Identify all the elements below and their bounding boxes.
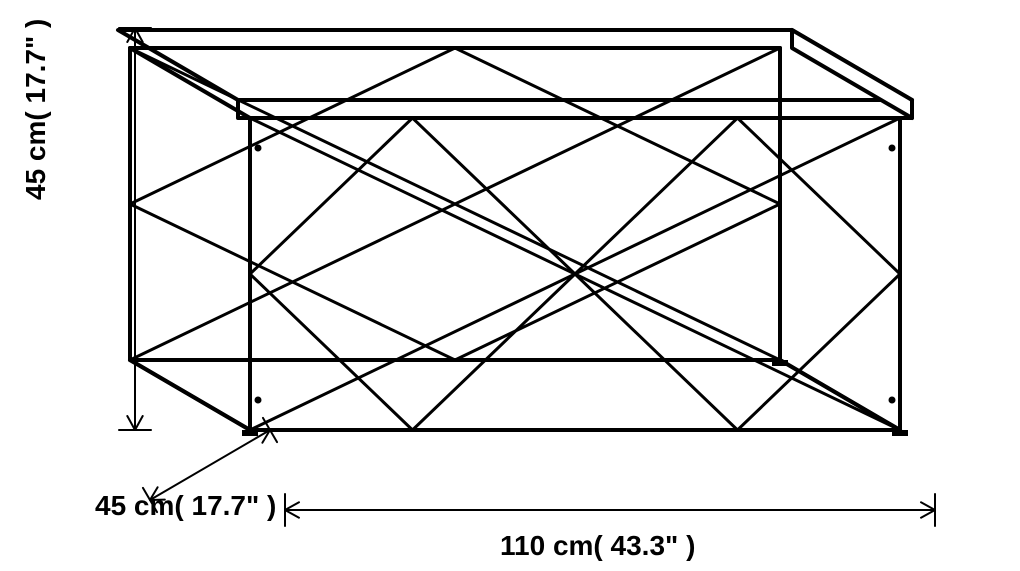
dim-label-width: 110 cm( 43.3" ) [500,530,695,562]
dim-label-height: 45 cm( 17.7" ) [20,19,52,200]
dim-label-depth: 45 cm( 17.7" ) [95,490,276,522]
diagram-canvas: 45 cm( 17.7" ) 45 cm( 17.7" ) 110 cm( 43… [0,0,1020,571]
diagram-svg [0,0,1020,571]
